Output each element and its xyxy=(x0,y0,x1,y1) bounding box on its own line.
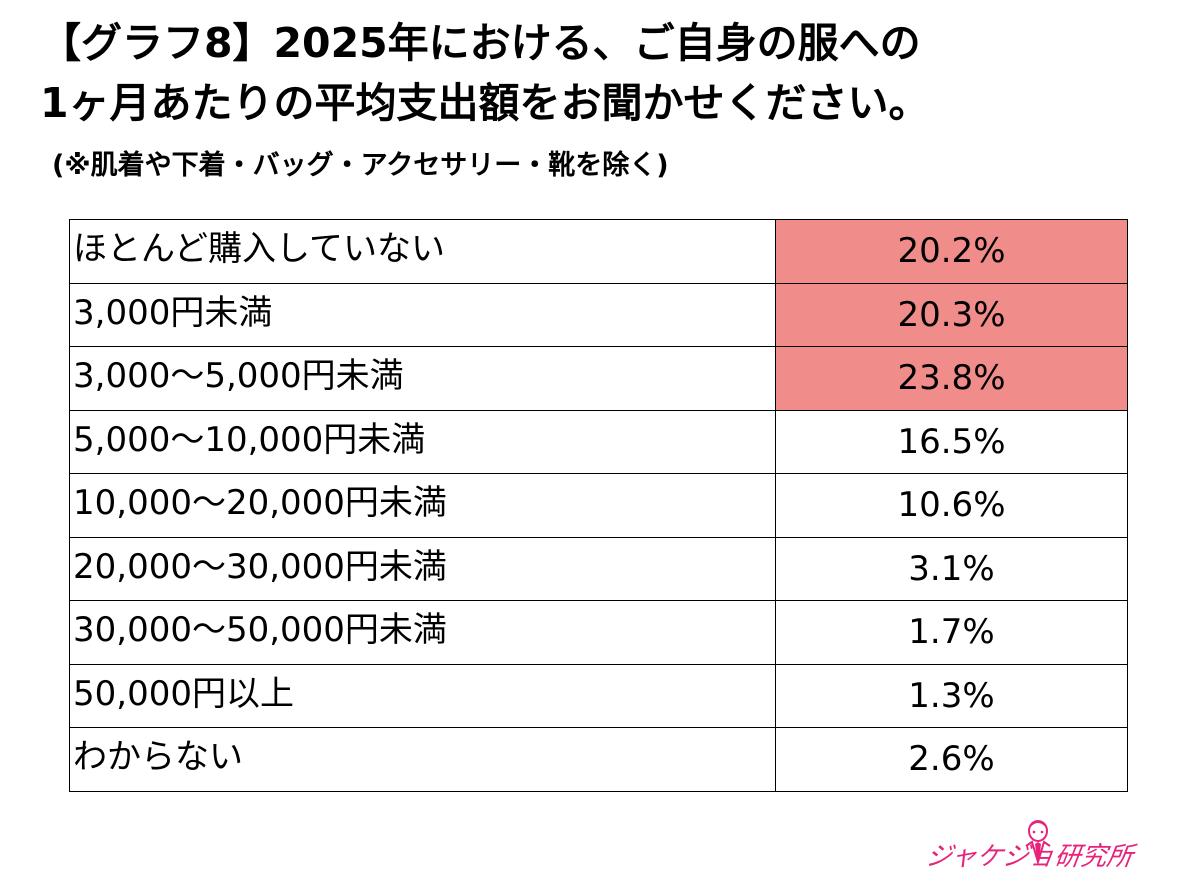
chart-title-line-2: 1ヶ月あたりの平均支出額をお聞かせください。 xyxy=(40,79,930,127)
spending-table-body: ほとんど購入していない 20.2% 3,000円未満 20.3% 3,000～5,000… xyxy=(69,219,1128,792)
row-value: 2.6% xyxy=(775,727,1128,792)
row-label: 5,000～10,000円未満 xyxy=(69,409,776,474)
row-value: 1.3% xyxy=(775,663,1128,728)
row-label: 30,000～50,000円未満 xyxy=(69,600,776,665)
row-label: わからない xyxy=(69,727,776,792)
table-row: 5,000～10,000円未満 16.5% xyxy=(69,409,1128,474)
row-label: 10,000～20,000円未満 xyxy=(69,473,776,538)
row-value: 20.3% xyxy=(775,282,1128,347)
table-row: 50,000円以上 1.3% xyxy=(69,663,1128,728)
logo: ジャケジョ研究所 xyxy=(924,820,1135,882)
jacket-figure-icon xyxy=(1025,820,1051,864)
table-row: 3,000～5,000円未満 23.8% xyxy=(69,346,1128,411)
table-row: 10,000～20,000円未満 10.6% xyxy=(69,473,1128,538)
row-value: 20.2% xyxy=(775,219,1128,284)
chart-subtitle: (※肌着や下着・バッグ・アクセサリー・靴を除く) xyxy=(52,150,669,181)
table-row: 20,000～30,000円未満 3.1% xyxy=(69,536,1128,601)
row-value: 10.6% xyxy=(775,473,1128,538)
table-row: 3,000円未満 20.3% xyxy=(69,282,1128,347)
table-row: わからない 2.6% xyxy=(69,727,1128,792)
spending-table: ほとんど購入していない 20.2% 3,000円未満 20.3% 3,000～5,000… xyxy=(69,219,1128,792)
row-label: 20,000～30,000円未満 xyxy=(69,536,776,601)
chart-title-line-1: 【グラフ8】2025年における、ご自身の服への xyxy=(40,19,921,67)
row-value: 23.8% xyxy=(775,346,1128,411)
table-row: ほとんど購入していない 20.2% xyxy=(69,219,1128,284)
row-label: 50,000円以上 xyxy=(69,663,776,728)
row-value: 16.5% xyxy=(775,409,1128,474)
logo-text: ジャケジョ研究所 xyxy=(923,842,1135,872)
row-value: 1.7% xyxy=(775,600,1128,665)
row-label: 3,000円未満 xyxy=(69,282,776,347)
row-label: 3,000～5,000円未満 xyxy=(69,346,776,411)
row-value: 3.1% xyxy=(775,536,1128,601)
row-label: ほとんど購入していない xyxy=(69,219,776,284)
table-row: 30,000～50,000円未満 1.7% xyxy=(69,600,1128,665)
